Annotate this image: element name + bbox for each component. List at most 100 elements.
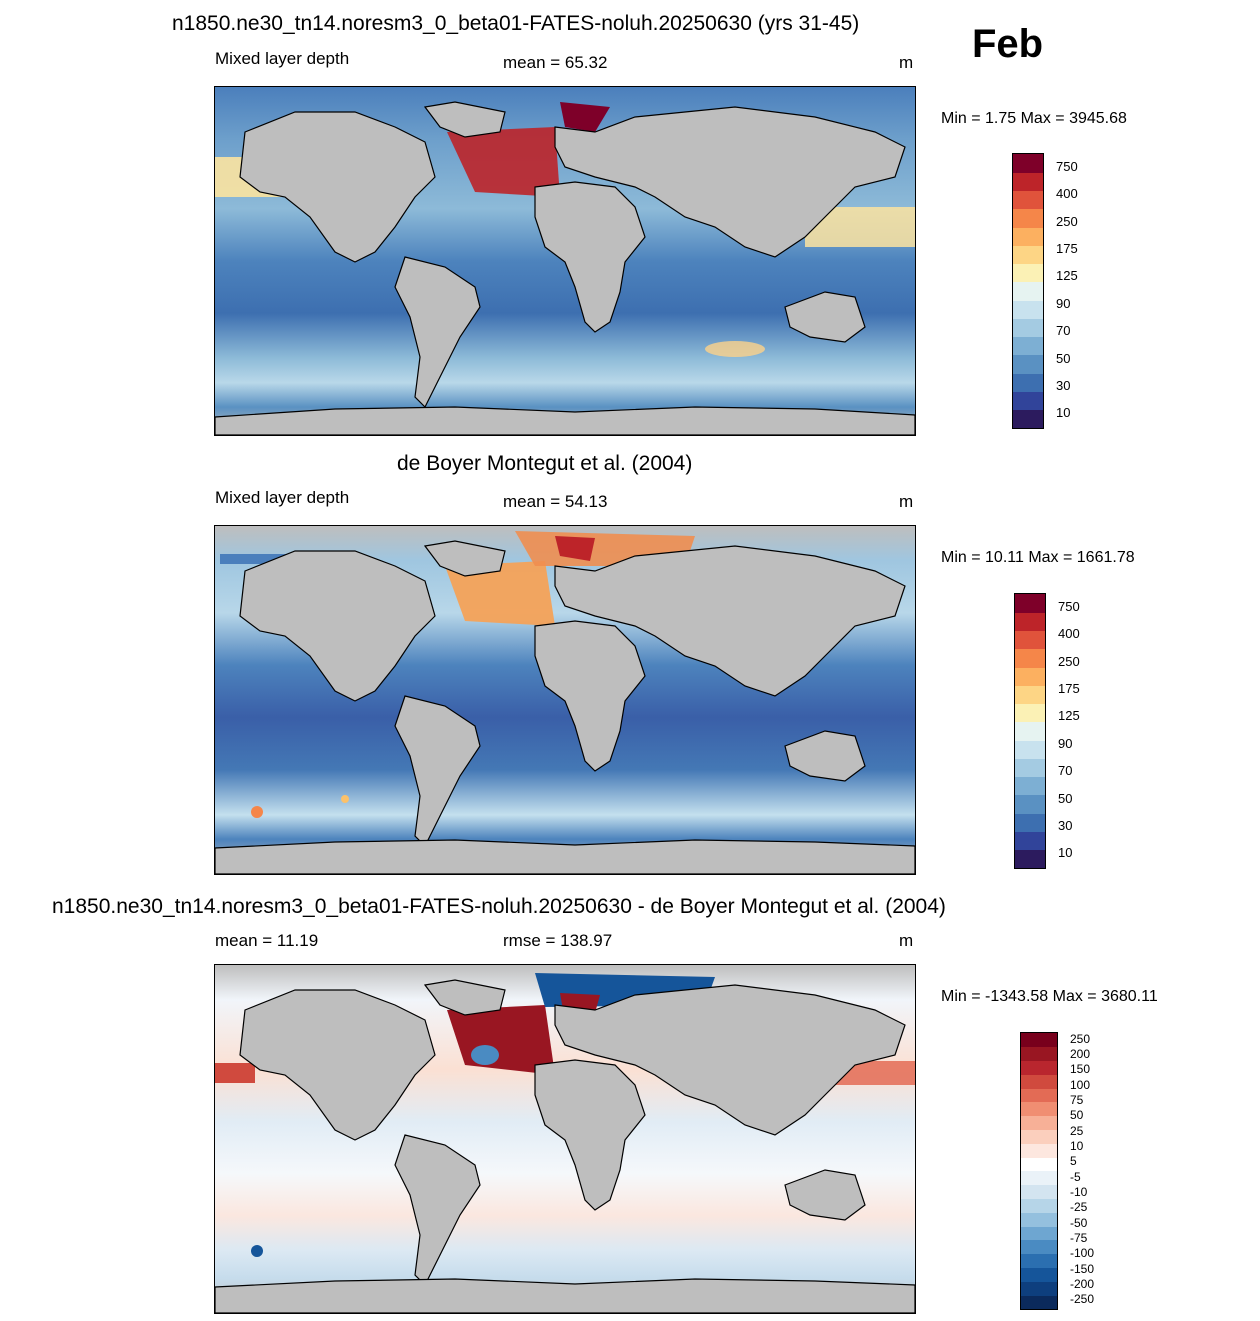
panel-2-title: de Boyer Montegut et al. (2004) bbox=[397, 452, 693, 475]
colorbar-swatch bbox=[1015, 740, 1045, 759]
colorbar-label: 250 bbox=[1056, 213, 1078, 229]
colorbar-swatch bbox=[1015, 703, 1045, 723]
colorbar-label: 70 bbox=[1058, 763, 1073, 779]
colorbar-swatch bbox=[1013, 208, 1043, 228]
colorbar-label: -150 bbox=[1070, 1261, 1095, 1276]
colorbar-swatch bbox=[1021, 1171, 1057, 1186]
colorbar-swatch bbox=[1021, 1240, 1057, 1255]
colorbar-swatch bbox=[1013, 336, 1043, 356]
colorbar-label: 90 bbox=[1058, 735, 1073, 751]
colorbar-swatch bbox=[1021, 1129, 1057, 1144]
colorbar-label: 10 bbox=[1056, 405, 1071, 421]
panel-3-colorbar bbox=[1020, 1032, 1058, 1310]
colorbar-label: 125 bbox=[1056, 268, 1078, 284]
colorbar-swatch bbox=[1015, 648, 1045, 668]
colorbar-swatch bbox=[1013, 391, 1043, 411]
colorbar-swatch bbox=[1013, 172, 1043, 192]
colorbar-label: 175 bbox=[1058, 680, 1080, 696]
colorbar-swatch bbox=[1015, 685, 1045, 705]
colorbar-label: 250 bbox=[1058, 653, 1080, 669]
colorbar-swatch bbox=[1021, 1281, 1057, 1296]
colorbar-label: -250 bbox=[1070, 1292, 1095, 1307]
colorbar-label: -50 bbox=[1070, 1215, 1088, 1230]
panel-2-min-max: Min = 10.11 Max = 1661.78 bbox=[941, 549, 1135, 566]
colorbar-swatch bbox=[1021, 1060, 1057, 1075]
panel-3-min-max: Min = -1343.58 Max = 3680.11 bbox=[941, 988, 1158, 1005]
colorbar-swatch bbox=[1021, 1198, 1057, 1213]
panel-3-units: m bbox=[899, 931, 914, 950]
panel-1-units: m bbox=[899, 53, 914, 72]
panel-1-min-max: Min = 1.75 Max = 3945.68 bbox=[941, 110, 1127, 127]
panel-3-mean-label: mean = 11.19 bbox=[215, 931, 319, 950]
colorbar-swatch bbox=[1021, 1102, 1057, 1117]
panel-1-map bbox=[214, 86, 916, 436]
colorbar-label: -5 bbox=[1070, 1169, 1081, 1184]
panel-3-title: n1850.ne30_tn14.noresm3_0_beta01-FATES-n… bbox=[52, 895, 946, 918]
colorbar-label: 5 bbox=[1070, 1154, 1077, 1169]
colorbar-swatch bbox=[1015, 776, 1045, 796]
panel-2-variable-label: Mixed layer depth bbox=[215, 488, 350, 507]
colorbar-label: 50 bbox=[1070, 1108, 1084, 1123]
colorbar-swatch bbox=[1015, 594, 1045, 613]
panel-3-rmse-label: rmse = 138.97 bbox=[503, 931, 613, 950]
colorbar-label: 200 bbox=[1070, 1047, 1091, 1061]
colorbar-swatch bbox=[1021, 1143, 1057, 1158]
colorbar-swatch bbox=[1021, 1115, 1057, 1131]
colorbar-swatch bbox=[1021, 1253, 1057, 1269]
colorbar-label: 150 bbox=[1070, 1062, 1091, 1077]
colorbar-swatch bbox=[1021, 1046, 1057, 1062]
panel-2-mean-label: mean = 54.13 bbox=[503, 492, 608, 511]
colorbar-swatch bbox=[1015, 758, 1045, 778]
colorbar-swatch bbox=[1013, 300, 1043, 319]
colorbar-swatch bbox=[1021, 1212, 1057, 1227]
colorbar-swatch bbox=[1015, 813, 1045, 832]
colorbar-label: 25 bbox=[1070, 1123, 1084, 1138]
colorbar-swatch bbox=[1015, 849, 1045, 869]
colorbar-swatch bbox=[1013, 227, 1043, 246]
colorbar-swatch bbox=[1013, 190, 1043, 210]
colorbar-label: 750 bbox=[1056, 158, 1078, 174]
colorbar-swatch bbox=[1013, 354, 1043, 374]
colorbar-label: 50 bbox=[1056, 350, 1071, 366]
colorbar-swatch bbox=[1015, 831, 1045, 851]
colorbar-swatch bbox=[1021, 1226, 1057, 1241]
panel-2-map bbox=[214, 525, 916, 875]
colorbar-swatch bbox=[1013, 318, 1043, 338]
colorbar-swatch bbox=[1015, 612, 1045, 632]
colorbar-label: -25 bbox=[1070, 1200, 1088, 1215]
colorbar-label: 400 bbox=[1056, 186, 1078, 202]
colorbar-swatch bbox=[1013, 154, 1043, 173]
colorbar-swatch bbox=[1013, 409, 1043, 429]
colorbar-label: 750 bbox=[1058, 598, 1080, 614]
colorbar-swatch bbox=[1013, 281, 1043, 301]
panel-2-units: m bbox=[899, 492, 914, 511]
colorbar-label: 10 bbox=[1070, 1139, 1084, 1153]
panel-1-colorbar bbox=[1012, 153, 1044, 429]
colorbar-swatch bbox=[1021, 1295, 1057, 1310]
colorbar-swatch bbox=[1015, 630, 1045, 650]
panel-2-colorbar bbox=[1014, 593, 1046, 869]
panel-1-title: n1850.ne30_tn14.noresm3_0_beta01-FATES-n… bbox=[172, 12, 860, 35]
panel-1-variable-label: Mixed layer depth bbox=[215, 49, 350, 68]
colorbar-swatch bbox=[1015, 667, 1045, 686]
colorbar-label: 400 bbox=[1058, 626, 1080, 642]
panel-3-map-graphic bbox=[215, 965, 915, 1313]
panel-3-map bbox=[214, 964, 916, 1314]
colorbar-label: 70 bbox=[1056, 323, 1071, 339]
colorbar-label: 30 bbox=[1058, 817, 1073, 833]
colorbar-swatch bbox=[1021, 1267, 1057, 1282]
colorbar-label: 250 bbox=[1070, 1031, 1091, 1046]
colorbar-swatch bbox=[1015, 794, 1045, 814]
colorbar-swatch bbox=[1015, 721, 1045, 741]
colorbar-label: -75 bbox=[1070, 1231, 1088, 1245]
panel-1-map-graphic bbox=[215, 87, 915, 435]
colorbar-label: 75 bbox=[1070, 1093, 1084, 1107]
colorbar-label: 30 bbox=[1056, 377, 1071, 393]
colorbar-label: 175 bbox=[1056, 240, 1078, 256]
colorbar-swatch bbox=[1021, 1157, 1057, 1172]
colorbar-swatch bbox=[1021, 1033, 1057, 1048]
colorbar-swatch bbox=[1013, 373, 1043, 392]
colorbar-label: 100 bbox=[1070, 1077, 1091, 1092]
colorbar-label: -100 bbox=[1070, 1246, 1095, 1261]
colorbar-label: 10 bbox=[1058, 845, 1073, 861]
